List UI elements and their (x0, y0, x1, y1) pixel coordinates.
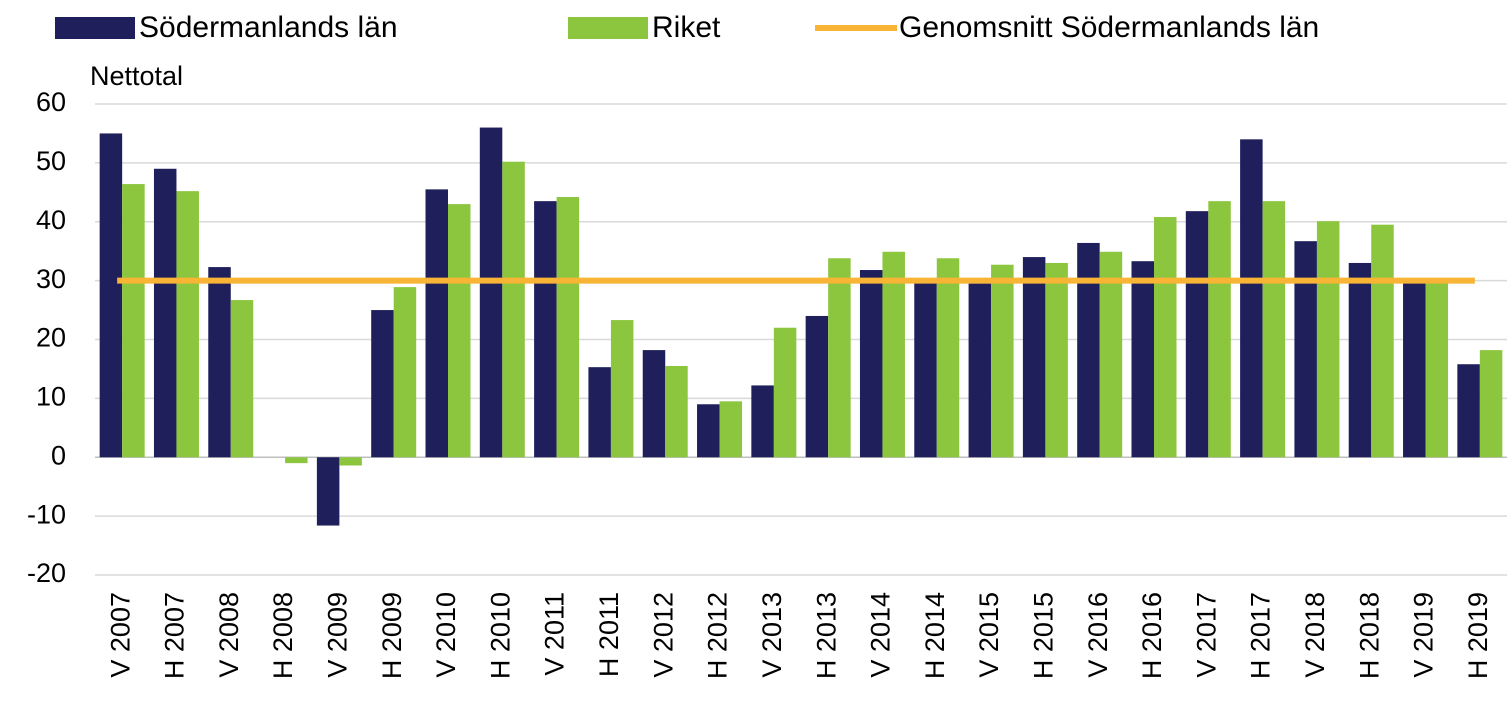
bar (610, 320, 634, 458)
bar (556, 197, 580, 458)
x-tick-label: H 2016 (1137, 592, 1167, 679)
x-tick-label: V 2019 (1409, 592, 1439, 678)
bar (1403, 280, 1426, 458)
bar (122, 184, 145, 458)
bar (176, 191, 199, 458)
x-tick-label: H 2010 (485, 592, 515, 679)
bar (153, 168, 177, 458)
x-tick-label: V 2008 (214, 592, 244, 678)
y-tick-label: 10 (36, 382, 66, 412)
bar (805, 315, 829, 458)
bar (1131, 261, 1154, 458)
legend-label: Genomsnitt Södermanlands län (899, 11, 1319, 44)
bar (1154, 217, 1177, 458)
bar (968, 283, 992, 458)
bar (1208, 201, 1231, 458)
y-tick-label: 30 (36, 264, 66, 294)
bar (1425, 280, 1449, 458)
bar (1294, 241, 1317, 458)
bar (914, 280, 937, 458)
bar (665, 365, 688, 458)
bar (425, 189, 448, 458)
bar (751, 385, 774, 458)
bar (828, 258, 851, 458)
x-tick-label: V 2015 (974, 592, 1004, 678)
x-tick-label: H 2019 (1463, 592, 1493, 679)
y-tick-label: 40 (36, 205, 66, 235)
legend-label: Södermanlands län (139, 11, 398, 44)
x-tick-label: H 2012 (703, 592, 733, 679)
legend-swatch (568, 17, 648, 39)
bar (1240, 139, 1263, 458)
bar (588, 367, 611, 458)
x-tick-label: V 2014 (866, 592, 896, 678)
bar (859, 270, 883, 458)
x-tick-label: H 2008 (268, 592, 298, 679)
x-tick-label: H 2018 (1354, 592, 1384, 679)
bar (371, 310, 394, 458)
bar (208, 267, 231, 458)
bar (1457, 364, 1480, 458)
legend-label: Riket (652, 11, 721, 44)
bar (773, 327, 797, 458)
x-tick-label: V 2013 (757, 592, 787, 678)
x-tick-label: H 2013 (811, 592, 841, 679)
bar (719, 401, 743, 458)
bar (502, 161, 525, 458)
x-tick-label: H 2009 (377, 592, 407, 679)
bar (534, 201, 557, 458)
bar (479, 127, 503, 458)
bar (1262, 201, 1286, 458)
bar (1077, 242, 1100, 458)
x-tick-label: H 2014 (920, 592, 950, 679)
x-tick-label: H 2011 (594, 592, 624, 677)
bar (1371, 224, 1394, 458)
x-tick-label: V 2009 (323, 592, 353, 678)
bar (448, 204, 471, 458)
y-tick-label: 60 (36, 87, 66, 117)
bar (1348, 262, 1372, 458)
x-tick-label: V 2007 (105, 592, 135, 678)
x-tick-label: V 2010 (431, 592, 461, 678)
y-axis-label: Nettotal (90, 61, 183, 91)
bar (1045, 262, 1068, 458)
bar (99, 133, 123, 458)
x-tick-label: H 2017 (1246, 592, 1276, 679)
bar (1316, 221, 1340, 458)
legend-swatch (55, 17, 135, 39)
bar (882, 251, 905, 458)
bar (1022, 257, 1046, 458)
x-tick-label: V 2016 (1083, 592, 1113, 678)
x-tick-label: V 2018 (1300, 592, 1330, 678)
x-tick-label: H 2007 (160, 592, 190, 679)
x-tick-label: V 2011 (540, 592, 570, 676)
y-tick-label: 20 (36, 323, 66, 353)
bar (339, 457, 362, 466)
y-tick-label: -20 (27, 558, 66, 588)
bar (285, 457, 308, 464)
bar (1479, 350, 1503, 458)
y-tick-label: 0 (51, 440, 66, 470)
y-tick-label: -10 (27, 499, 66, 529)
bar (1099, 251, 1123, 458)
bar (316, 457, 340, 526)
bar (936, 258, 960, 458)
bar (393, 287, 417, 458)
bar (230, 300, 254, 458)
bar (991, 264, 1014, 458)
x-tick-label: V 2012 (648, 592, 678, 678)
x-tick-label: H 2015 (1029, 592, 1059, 679)
bar (1185, 211, 1209, 458)
y-tick-label: 50 (36, 146, 66, 176)
bar (642, 350, 666, 458)
x-tick-label: V 2017 (1191, 592, 1221, 678)
bar (697, 404, 720, 458)
